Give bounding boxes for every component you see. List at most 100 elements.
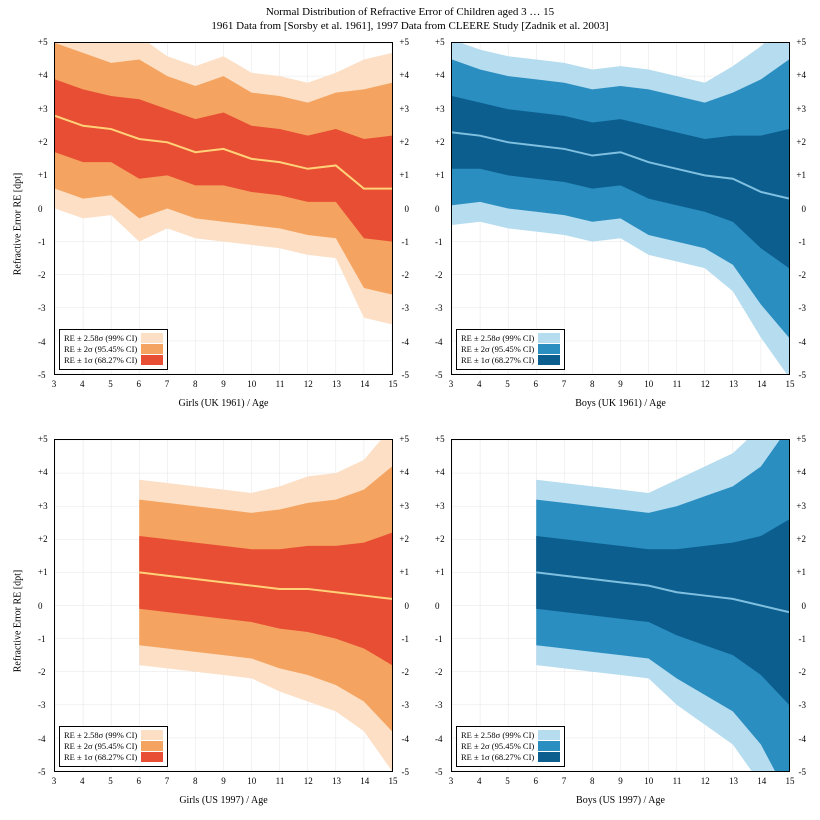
x-tick: 13 bbox=[729, 776, 738, 786]
plot-area: RE ± 2.58σ (99% CI)RE ± 2σ (95.45% CI)RE… bbox=[54, 42, 393, 375]
y-tick-left: 0 bbox=[38, 601, 43, 611]
y-tick-right: -3 bbox=[799, 303, 807, 313]
legend: RE ± 2.58σ (99% CI)RE ± 2σ (95.45% CI)RE… bbox=[59, 726, 168, 767]
legend-swatch bbox=[538, 333, 560, 343]
x-tick: 14 bbox=[757, 776, 766, 786]
legend-swatch bbox=[538, 344, 560, 354]
chart-svg bbox=[452, 440, 789, 771]
y-tick-right: +4 bbox=[796, 467, 806, 477]
y-tick-left: +1 bbox=[38, 170, 48, 180]
y-tick-left: -3 bbox=[435, 700, 443, 710]
x-tick: 8 bbox=[193, 776, 198, 786]
x-tick: 10 bbox=[247, 379, 256, 389]
y-tick-right: -1 bbox=[799, 237, 807, 247]
x-tick: 10 bbox=[247, 776, 256, 786]
x-tick: 12 bbox=[701, 776, 710, 786]
y-tick-left: -2 bbox=[435, 270, 443, 280]
legend-row: RE ± 1σ (68.27% CI) bbox=[64, 355, 163, 366]
legend-swatch bbox=[141, 344, 163, 354]
y-tick-left: +4 bbox=[435, 70, 445, 80]
x-tick: 13 bbox=[332, 379, 341, 389]
y-tick-right: -2 bbox=[799, 667, 807, 677]
y-tick-right: 0 bbox=[802, 601, 807, 611]
y-tick-right: -4 bbox=[402, 734, 410, 744]
y-tick-left: -5 bbox=[38, 370, 46, 380]
y-tick-left: 0 bbox=[38, 204, 43, 214]
y-tick-left: +3 bbox=[38, 501, 48, 511]
y-axis-label: Refractive Error RE [dpt] bbox=[13, 569, 24, 671]
y-tick-left: +5 bbox=[435, 37, 445, 47]
y-tick-left: +1 bbox=[435, 567, 445, 577]
y-tick-right: -4 bbox=[402, 337, 410, 347]
y-tick-left: +4 bbox=[38, 70, 48, 80]
x-tick: 7 bbox=[165, 379, 170, 389]
panel-girls-uk-1961: Refractive Error RE [dpt]Girls (UK 1961)… bbox=[36, 36, 411, 411]
y-tick-left: +2 bbox=[38, 137, 48, 147]
plot-area: RE ± 2.58σ (99% CI)RE ± 2σ (95.45% CI)RE… bbox=[54, 439, 393, 772]
x-tick: 10 bbox=[644, 776, 653, 786]
y-tick-right: +1 bbox=[796, 567, 806, 577]
legend-swatch bbox=[141, 741, 163, 751]
y-tick-right: +1 bbox=[399, 567, 409, 577]
y-tick-right: +1 bbox=[399, 170, 409, 180]
y-tick-right: -5 bbox=[799, 370, 807, 380]
legend-label: RE ± 1σ (68.27% CI) bbox=[64, 355, 137, 366]
x-tick: 15 bbox=[786, 776, 795, 786]
x-tick: 5 bbox=[505, 379, 510, 389]
y-tick-left: 0 bbox=[435, 601, 440, 611]
legend-swatch bbox=[141, 333, 163, 343]
y-tick-left: +2 bbox=[435, 534, 445, 544]
x-tick: 15 bbox=[389, 776, 398, 786]
x-tick: 3 bbox=[52, 379, 57, 389]
x-tick: 11 bbox=[276, 379, 285, 389]
x-tick: 11 bbox=[276, 776, 285, 786]
x-axis-label: Girls (UK 1961) / Age bbox=[179, 398, 269, 409]
y-tick-left: +3 bbox=[38, 104, 48, 114]
x-tick: 9 bbox=[618, 776, 623, 786]
legend-swatch bbox=[538, 355, 560, 365]
y-tick-left: +5 bbox=[435, 434, 445, 444]
legend-row: RE ± 1σ (68.27% CI) bbox=[64, 752, 163, 763]
x-tick: 6 bbox=[137, 776, 142, 786]
legend-label: RE ± 2σ (95.45% CI) bbox=[461, 344, 534, 355]
y-tick-left: +3 bbox=[435, 104, 445, 114]
y-tick-left: -4 bbox=[435, 734, 443, 744]
y-tick-right: +1 bbox=[796, 170, 806, 180]
x-tick: 8 bbox=[193, 379, 198, 389]
y-tick-left: -3 bbox=[38, 303, 46, 313]
x-tick: 6 bbox=[534, 776, 539, 786]
y-tick-right: +5 bbox=[399, 37, 409, 47]
legend-label: RE ± 2σ (95.45% CI) bbox=[64, 344, 137, 355]
y-tick-right: -3 bbox=[402, 700, 410, 710]
legend-row: RE ± 2.58σ (99% CI) bbox=[64, 333, 163, 344]
legend-row: RE ± 1σ (68.27% CI) bbox=[461, 752, 560, 763]
figure-container: Normal Distribution of Refractive Error … bbox=[0, 0, 820, 820]
y-tick-left: -3 bbox=[38, 700, 46, 710]
x-tick: 12 bbox=[304, 776, 313, 786]
y-tick-left: -5 bbox=[435, 767, 443, 777]
y-tick-right: -1 bbox=[799, 634, 807, 644]
y-tick-right: +4 bbox=[399, 70, 409, 80]
x-tick: 5 bbox=[108, 776, 113, 786]
y-tick-left: -1 bbox=[435, 237, 443, 247]
y-tick-right: +5 bbox=[796, 37, 806, 47]
y-tick-right: +5 bbox=[399, 434, 409, 444]
panel-grid: Refractive Error RE [dpt]Girls (UK 1961)… bbox=[36, 36, 808, 808]
chart-svg bbox=[452, 43, 789, 374]
legend-label: RE ± 1σ (68.27% CI) bbox=[461, 355, 534, 366]
y-tick-right: +3 bbox=[796, 104, 806, 114]
legend-label: RE ± 2.58σ (99% CI) bbox=[461, 730, 534, 741]
x-tick: 13 bbox=[332, 776, 341, 786]
x-tick: 11 bbox=[673, 379, 682, 389]
x-tick: 7 bbox=[562, 776, 567, 786]
y-tick-right: +3 bbox=[796, 501, 806, 511]
y-tick-right: -5 bbox=[402, 767, 410, 777]
x-tick: 15 bbox=[786, 379, 795, 389]
x-tick: 9 bbox=[618, 379, 623, 389]
legend-row: RE ± 2.58σ (99% CI) bbox=[64, 730, 163, 741]
y-tick-right: -4 bbox=[799, 337, 807, 347]
y-tick-left: +4 bbox=[435, 467, 445, 477]
y-tick-left: -1 bbox=[435, 634, 443, 644]
y-tick-left: -5 bbox=[435, 370, 443, 380]
y-tick-right: 0 bbox=[405, 601, 410, 611]
